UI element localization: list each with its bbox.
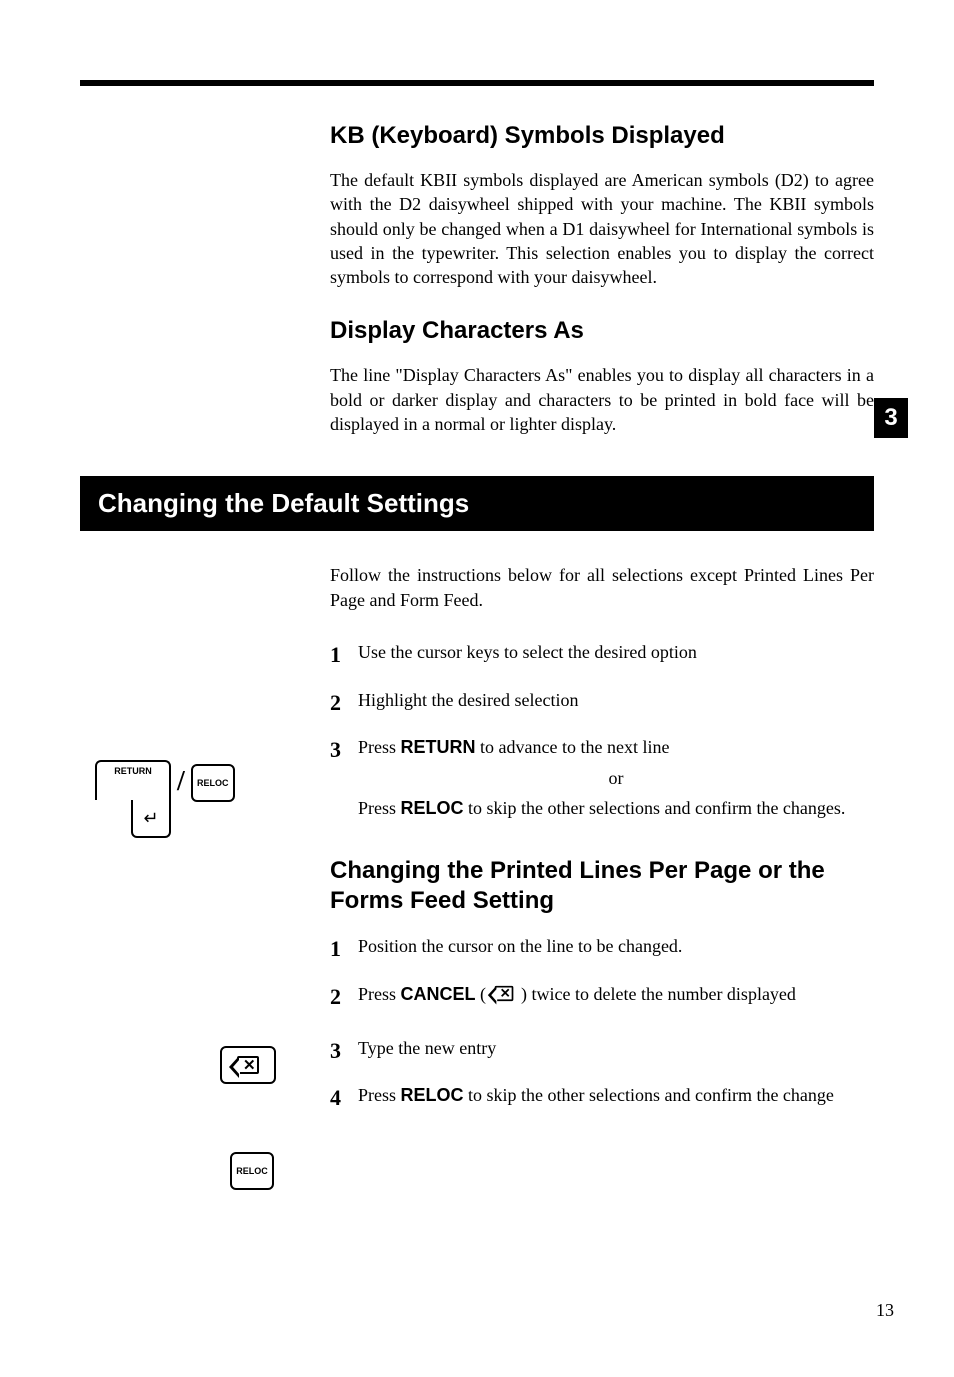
step-number: 2 bbox=[330, 688, 358, 718]
key-reloc-icon: RELOC bbox=[191, 764, 235, 802]
key-return-label: RETURN bbox=[114, 766, 152, 776]
step-3: 3 Press RETURN to advance to the next li… bbox=[330, 735, 874, 820]
or-separator: or bbox=[358, 766, 874, 790]
slash-separator: / bbox=[171, 766, 191, 798]
margin-keys-return-reloc: RETURN ↵ / RELOC bbox=[95, 760, 235, 838]
step-number: 3 bbox=[330, 1036, 358, 1066]
top-rule bbox=[80, 80, 874, 86]
key-return-icon: RETURN bbox=[95, 760, 171, 800]
step-number: 2 bbox=[330, 982, 358, 1012]
step-number: 1 bbox=[330, 934, 358, 964]
heading-forms-feed: Changing the Printed Lines Per Page or t… bbox=[330, 856, 874, 916]
body-display-chars: The line "Display Characters As" enables… bbox=[330, 363, 874, 436]
step-2: 2 Press CANCEL ( ✕ ) twice to delete the… bbox=[330, 982, 874, 1012]
intro-changing-defaults: Follow the instructions below for all se… bbox=[330, 563, 874, 612]
inline-cancel-icon: ✕ bbox=[494, 985, 513, 1000]
step-4: 4 Press RELOC to skip the other selectio… bbox=[330, 1083, 874, 1113]
section-kb-symbols: KB (Keyboard) Symbols Displayed The defa… bbox=[330, 122, 874, 289]
step-1: 1 Use the cursor keys to select the desi… bbox=[330, 640, 874, 670]
step-text: Position the cursor on the line to be ch… bbox=[358, 934, 874, 958]
margin-key-reloc: RELOC bbox=[230, 1152, 274, 1190]
banner-changing-defaults: Changing the Default Settings bbox=[80, 476, 874, 531]
section-changing-defaults: Follow the instructions below for all se… bbox=[330, 563, 874, 820]
step-text: Press CANCEL ( ✕ ) twice to delete the n… bbox=[358, 982, 874, 1008]
chapter-tab: 3 bbox=[874, 398, 908, 438]
key-cancel-icon: ✕ bbox=[220, 1046, 276, 1084]
step-number: 3 bbox=[330, 735, 358, 765]
step-text: Use the cursor keys to select the desire… bbox=[358, 640, 874, 664]
step-number: 4 bbox=[330, 1083, 358, 1113]
step-3: 3 Type the new entry bbox=[330, 1036, 874, 1066]
cancel-glyph-icon: ✕ bbox=[237, 1056, 259, 1074]
step-1: 1 Position the cursor on the line to be … bbox=[330, 934, 874, 964]
steps-forms-feed: 1 Position the cursor on the line to be … bbox=[330, 934, 874, 1113]
heading-display-chars: Display Characters As bbox=[330, 317, 874, 345]
step-text: Press RELOC to skip the other selections… bbox=[358, 1083, 874, 1107]
step-text: Highlight the desired selection bbox=[358, 688, 874, 712]
heading-kb-symbols: KB (Keyboard) Symbols Displayed bbox=[330, 122, 874, 150]
section-forms-feed: Changing the Printed Lines Per Page or t… bbox=[330, 856, 874, 1113]
step-2: 2 Highlight the desired selection bbox=[330, 688, 874, 718]
key-return-tail-icon: ↵ bbox=[131, 800, 171, 838]
margin-key-cancel: ✕ bbox=[220, 1046, 276, 1084]
step-number: 1 bbox=[330, 640, 358, 670]
step-text: Press RETURN to advance to the next line… bbox=[358, 735, 874, 820]
body-kb-symbols: The default KBII symbols displayed are A… bbox=[330, 168, 874, 289]
return-arrow-icon: ↵ bbox=[143, 809, 158, 827]
section-display-chars: Display Characters As The line "Display … bbox=[330, 317, 874, 436]
steps-changing-defaults: 1 Use the cursor keys to select the desi… bbox=[330, 640, 874, 820]
key-reloc-icon: RELOC bbox=[230, 1152, 274, 1190]
step-text: Type the new entry bbox=[358, 1036, 874, 1060]
page-number: 13 bbox=[876, 1300, 894, 1321]
